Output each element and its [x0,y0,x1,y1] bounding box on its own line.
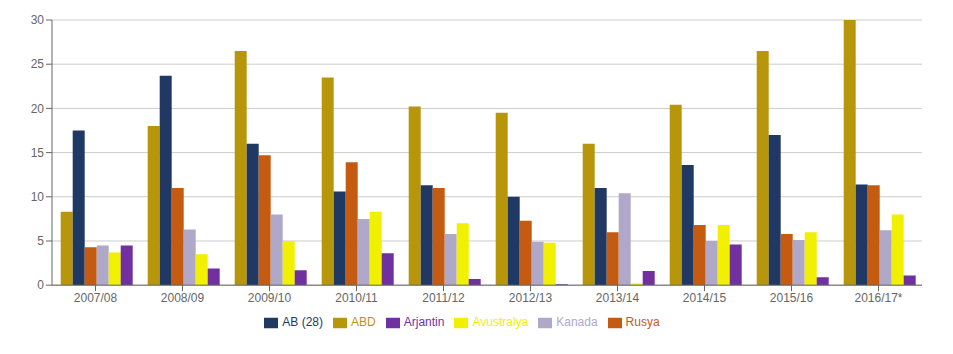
html-text:Avustralya: Avustralya [472,315,529,330]
svg-text:2011/12: 2011/12 [422,291,465,305]
svg-text:2013/14: 2013/14 [596,291,640,305]
svg-text:10: 10 [31,190,45,204]
svg-text:20: 20 [31,102,45,116]
svg-text:2010/11: 2010/11 [335,291,378,305]
html-text:Rusya: Rusya [625,315,660,330]
svg-text:30: 30 [31,13,45,27]
svg-text:2016/17*: 2016/17* [854,291,902,305]
svg-text:5: 5 [37,234,44,248]
html-text:Arjantin: Arjantin [403,315,445,330]
svg-text:2012/13: 2012/13 [509,291,553,305]
svg-text:25: 25 [31,57,45,71]
html-text:AB (28): AB (28) [282,315,323,330]
html-text:ABD: ABD [351,315,376,330]
svg-text:2008/09: 2008/09 [161,291,205,305]
svg-text:0: 0 [37,278,44,292]
html-text:Kanada: Kanada [556,315,598,330]
svg-text:2007/08: 2007/08 [74,291,118,305]
svg-text:15: 15 [31,146,45,160]
svg-text:2014/15: 2014/15 [683,291,727,305]
svg-text:2009/10: 2009/10 [248,291,292,305]
svg-text:2015/16: 2015/16 [770,291,814,305]
